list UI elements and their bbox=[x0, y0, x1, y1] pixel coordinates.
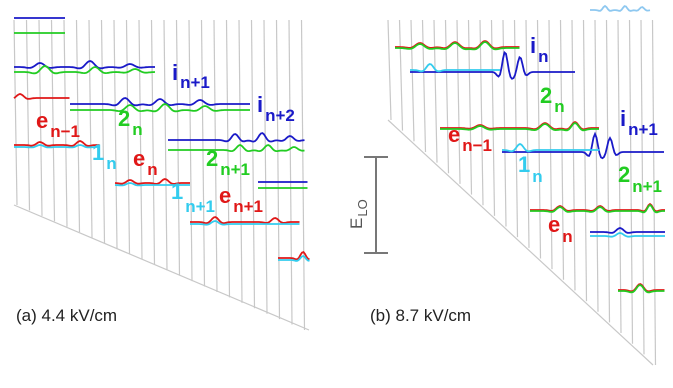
label-e-nm1: e n−1 bbox=[36, 108, 80, 141]
grid-line-b bbox=[410, 19, 415, 142]
grid-line-b bbox=[433, 19, 438, 163]
trace bbox=[14, 140, 100, 147]
panel-a-caption: (a) 4.4 kV/cm bbox=[16, 306, 118, 325]
grid-line-b bbox=[398, 19, 404, 131]
label-two-n1: 2 n+1 bbox=[206, 146, 250, 179]
trace bbox=[168, 144, 305, 153]
grid-line-b bbox=[421, 19, 427, 152]
trace bbox=[114, 182, 190, 187]
grid-line-b bbox=[525, 19, 530, 248]
grid-line-b bbox=[444, 19, 450, 174]
panel-a-grid bbox=[13, 19, 310, 331]
trace bbox=[14, 144, 100, 149]
trace bbox=[440, 122, 599, 132]
label-one-n1: 1n+1 bbox=[171, 179, 215, 216]
grid-line-a-edge bbox=[13, 204, 310, 331]
label-i-n1: i n+1 bbox=[172, 60, 210, 92]
grid-line-a bbox=[113, 19, 118, 249]
trace bbox=[70, 103, 250, 113]
label-i-n2: i n+2 bbox=[257, 92, 295, 125]
grid-line-b bbox=[548, 19, 553, 270]
grid-line-a bbox=[13, 19, 18, 206]
grid-line-b bbox=[605, 19, 611, 323]
panel-b-caption: (b) 8.7 kV/cm bbox=[370, 306, 472, 325]
grid-line-a bbox=[288, 19, 293, 325]
wavefunctions bbox=[13, 4, 665, 294]
trace bbox=[190, 220, 300, 226]
grid-line-a bbox=[200, 19, 206, 287]
trace bbox=[14, 60, 155, 70]
panel-b-grid bbox=[387, 19, 657, 366]
grid-line-a bbox=[300, 19, 306, 331]
grid-line-b bbox=[536, 19, 542, 259]
trace bbox=[502, 143, 600, 153]
trace bbox=[114, 178, 190, 185]
trace bbox=[190, 216, 300, 225]
elo-scale-bar: ELO bbox=[347, 156, 388, 254]
grid-line-a bbox=[88, 19, 93, 238]
grid-line-b bbox=[640, 19, 645, 355]
trace bbox=[70, 97, 250, 107]
grid-line-a bbox=[150, 19, 156, 265]
trace bbox=[278, 255, 310, 262]
trace bbox=[395, 41, 520, 51]
label-e-n1: e n+1 bbox=[219, 183, 263, 216]
grid-line-a bbox=[25, 19, 31, 211]
trace bbox=[590, 4, 651, 12]
trace bbox=[14, 65, 156, 75]
label-e-nm1-b: e n−1 bbox=[448, 122, 492, 155]
grid-line-a bbox=[75, 19, 81, 233]
grid-line-b bbox=[651, 19, 657, 366]
grid-line-a bbox=[263, 19, 268, 314]
grid-line-a bbox=[213, 19, 218, 292]
label-i-n1-b: i n+1 bbox=[620, 106, 658, 139]
grid-line-a bbox=[50, 19, 56, 222]
trace bbox=[168, 132, 305, 143]
grid-line-b bbox=[502, 19, 507, 227]
trace bbox=[590, 227, 665, 234]
grid-line-b bbox=[582, 19, 588, 302]
grid-line-a bbox=[225, 19, 231, 298]
grid-line-a bbox=[138, 19, 143, 260]
trace bbox=[278, 251, 310, 261]
grid-line-b bbox=[571, 19, 576, 291]
grid-line-a bbox=[163, 19, 168, 271]
trace bbox=[530, 203, 665, 214]
trace bbox=[13, 93, 70, 100]
trace bbox=[618, 284, 665, 294]
grid-line-b bbox=[387, 19, 392, 121]
grid-line-a bbox=[275, 19, 281, 320]
grid-line-b bbox=[628, 19, 634, 344]
grid-line-b bbox=[479, 19, 484, 206]
trace bbox=[590, 232, 665, 238]
grid-line-a bbox=[100, 19, 106, 244]
label-two-n1-b: 2 n+1 bbox=[618, 162, 662, 196]
grid-line-a bbox=[250, 19, 256, 309]
grid-line-a bbox=[38, 19, 43, 216]
grid-line-a bbox=[175, 19, 181, 276]
grid-line-b-edge bbox=[387, 119, 654, 366]
grid-line-a bbox=[125, 19, 131, 254]
grid-line-a bbox=[238, 19, 243, 303]
trace bbox=[410, 63, 500, 73]
grid-line-b bbox=[467, 19, 473, 195]
grid-line-b bbox=[456, 19, 461, 184]
grid-line-b bbox=[490, 19, 496, 216]
grid-line-a bbox=[63, 19, 68, 227]
grid-line-b bbox=[594, 19, 599, 312]
elo-label: ELO bbox=[347, 199, 370, 229]
grid-line-b bbox=[617, 19, 622, 334]
